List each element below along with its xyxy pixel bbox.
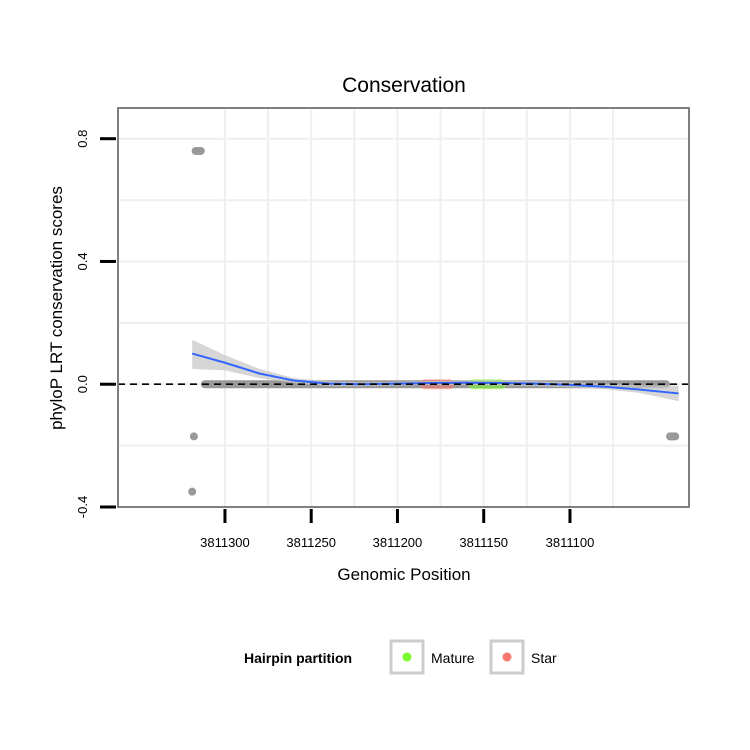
y-tick-label: 0.4: [75, 252, 90, 270]
x-tick-label: 3811200: [373, 535, 423, 550]
panel-border: [117, 107, 690, 508]
legend-swatch-mature: [402, 652, 412, 662]
legend-title: Hairpin partition: [244, 650, 352, 666]
grid-layer: [118, 108, 689, 507]
x-tick-label: 3811150: [459, 535, 508, 550]
point-layer: [188, 146, 680, 496]
x-tick-label: 3811100: [546, 535, 595, 550]
x-tick-label: 3811300: [200, 535, 250, 550]
smooth-ci-band: [192, 339, 679, 402]
chart-title: Conservation: [342, 74, 466, 97]
data-point: [191, 146, 200, 155]
data-point: [189, 432, 198, 441]
y-tick-label: 0.0: [75, 375, 90, 393]
y-tick-label: 0.8: [75, 130, 90, 148]
x-axis-title: Genomic Position: [337, 565, 470, 584]
legend-label-star: Star: [531, 650, 557, 666]
legend-swatch-star: [502, 652, 512, 662]
smooth-line-layer: [191, 352, 679, 395]
y-axis-title: phyloP LRT conservation scores: [47, 186, 66, 430]
x-tick-label: 3811250: [286, 535, 336, 550]
y-axis: -0.4 0.0 0.4 0.8: [75, 130, 116, 518]
legend: Hairpin partition Mature Star: [244, 639, 557, 675]
data-point: [666, 432, 675, 441]
ci-band-layer: [192, 339, 679, 402]
x-axis: 3811300 3811250 3811200 3811150 3811100: [200, 509, 594, 550]
y-tick-label: -0.4: [75, 496, 90, 518]
data-point: [188, 487, 197, 496]
smooth-line: [191, 352, 679, 395]
legend-label-mature: Mature: [431, 650, 475, 666]
